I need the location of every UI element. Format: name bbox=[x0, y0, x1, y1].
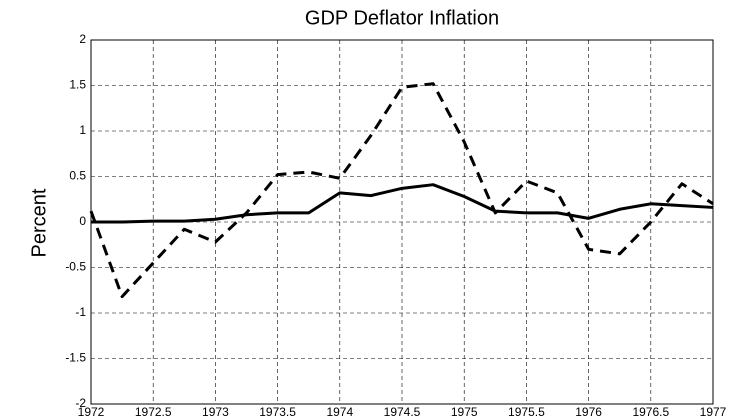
x-tick-label: 1974.5 bbox=[384, 405, 421, 419]
y-tick-label: 1 bbox=[79, 123, 86, 137]
y-tick-label: 0 bbox=[79, 214, 86, 228]
y-axis-label: Percent bbox=[28, 188, 50, 257]
y-tick-label: -2 bbox=[75, 396, 86, 410]
y-tick-label: -0.5 bbox=[65, 260, 86, 274]
x-tick-label: 1973.5 bbox=[259, 405, 296, 419]
x-tick-label: 1975 bbox=[451, 405, 478, 419]
x-tick-label: 1975.5 bbox=[508, 405, 545, 419]
x-tick-label: 1972.5 bbox=[135, 405, 172, 419]
series-line bbox=[89, 82, 714, 299]
y-tick-label: 2 bbox=[79, 32, 86, 46]
y-tick-label: -1.5 bbox=[65, 351, 86, 365]
x-tick-label: 1973 bbox=[202, 405, 229, 419]
series-line bbox=[91, 183, 714, 224]
x-tick-label: 1977 bbox=[700, 405, 727, 419]
y-tick-label: 1.5 bbox=[69, 78, 86, 92]
y-tick-label: 0.5 bbox=[69, 169, 86, 183]
x-tick-label: 1972 bbox=[78, 405, 105, 419]
x-tick-label: 1974 bbox=[326, 405, 353, 419]
x-tick-label: 1976 bbox=[575, 405, 602, 419]
x-tick-label: 1976.5 bbox=[632, 405, 669, 419]
chart-title: GDP Deflator Inflation bbox=[305, 7, 499, 29]
y-tick-label: -1 bbox=[75, 305, 86, 319]
